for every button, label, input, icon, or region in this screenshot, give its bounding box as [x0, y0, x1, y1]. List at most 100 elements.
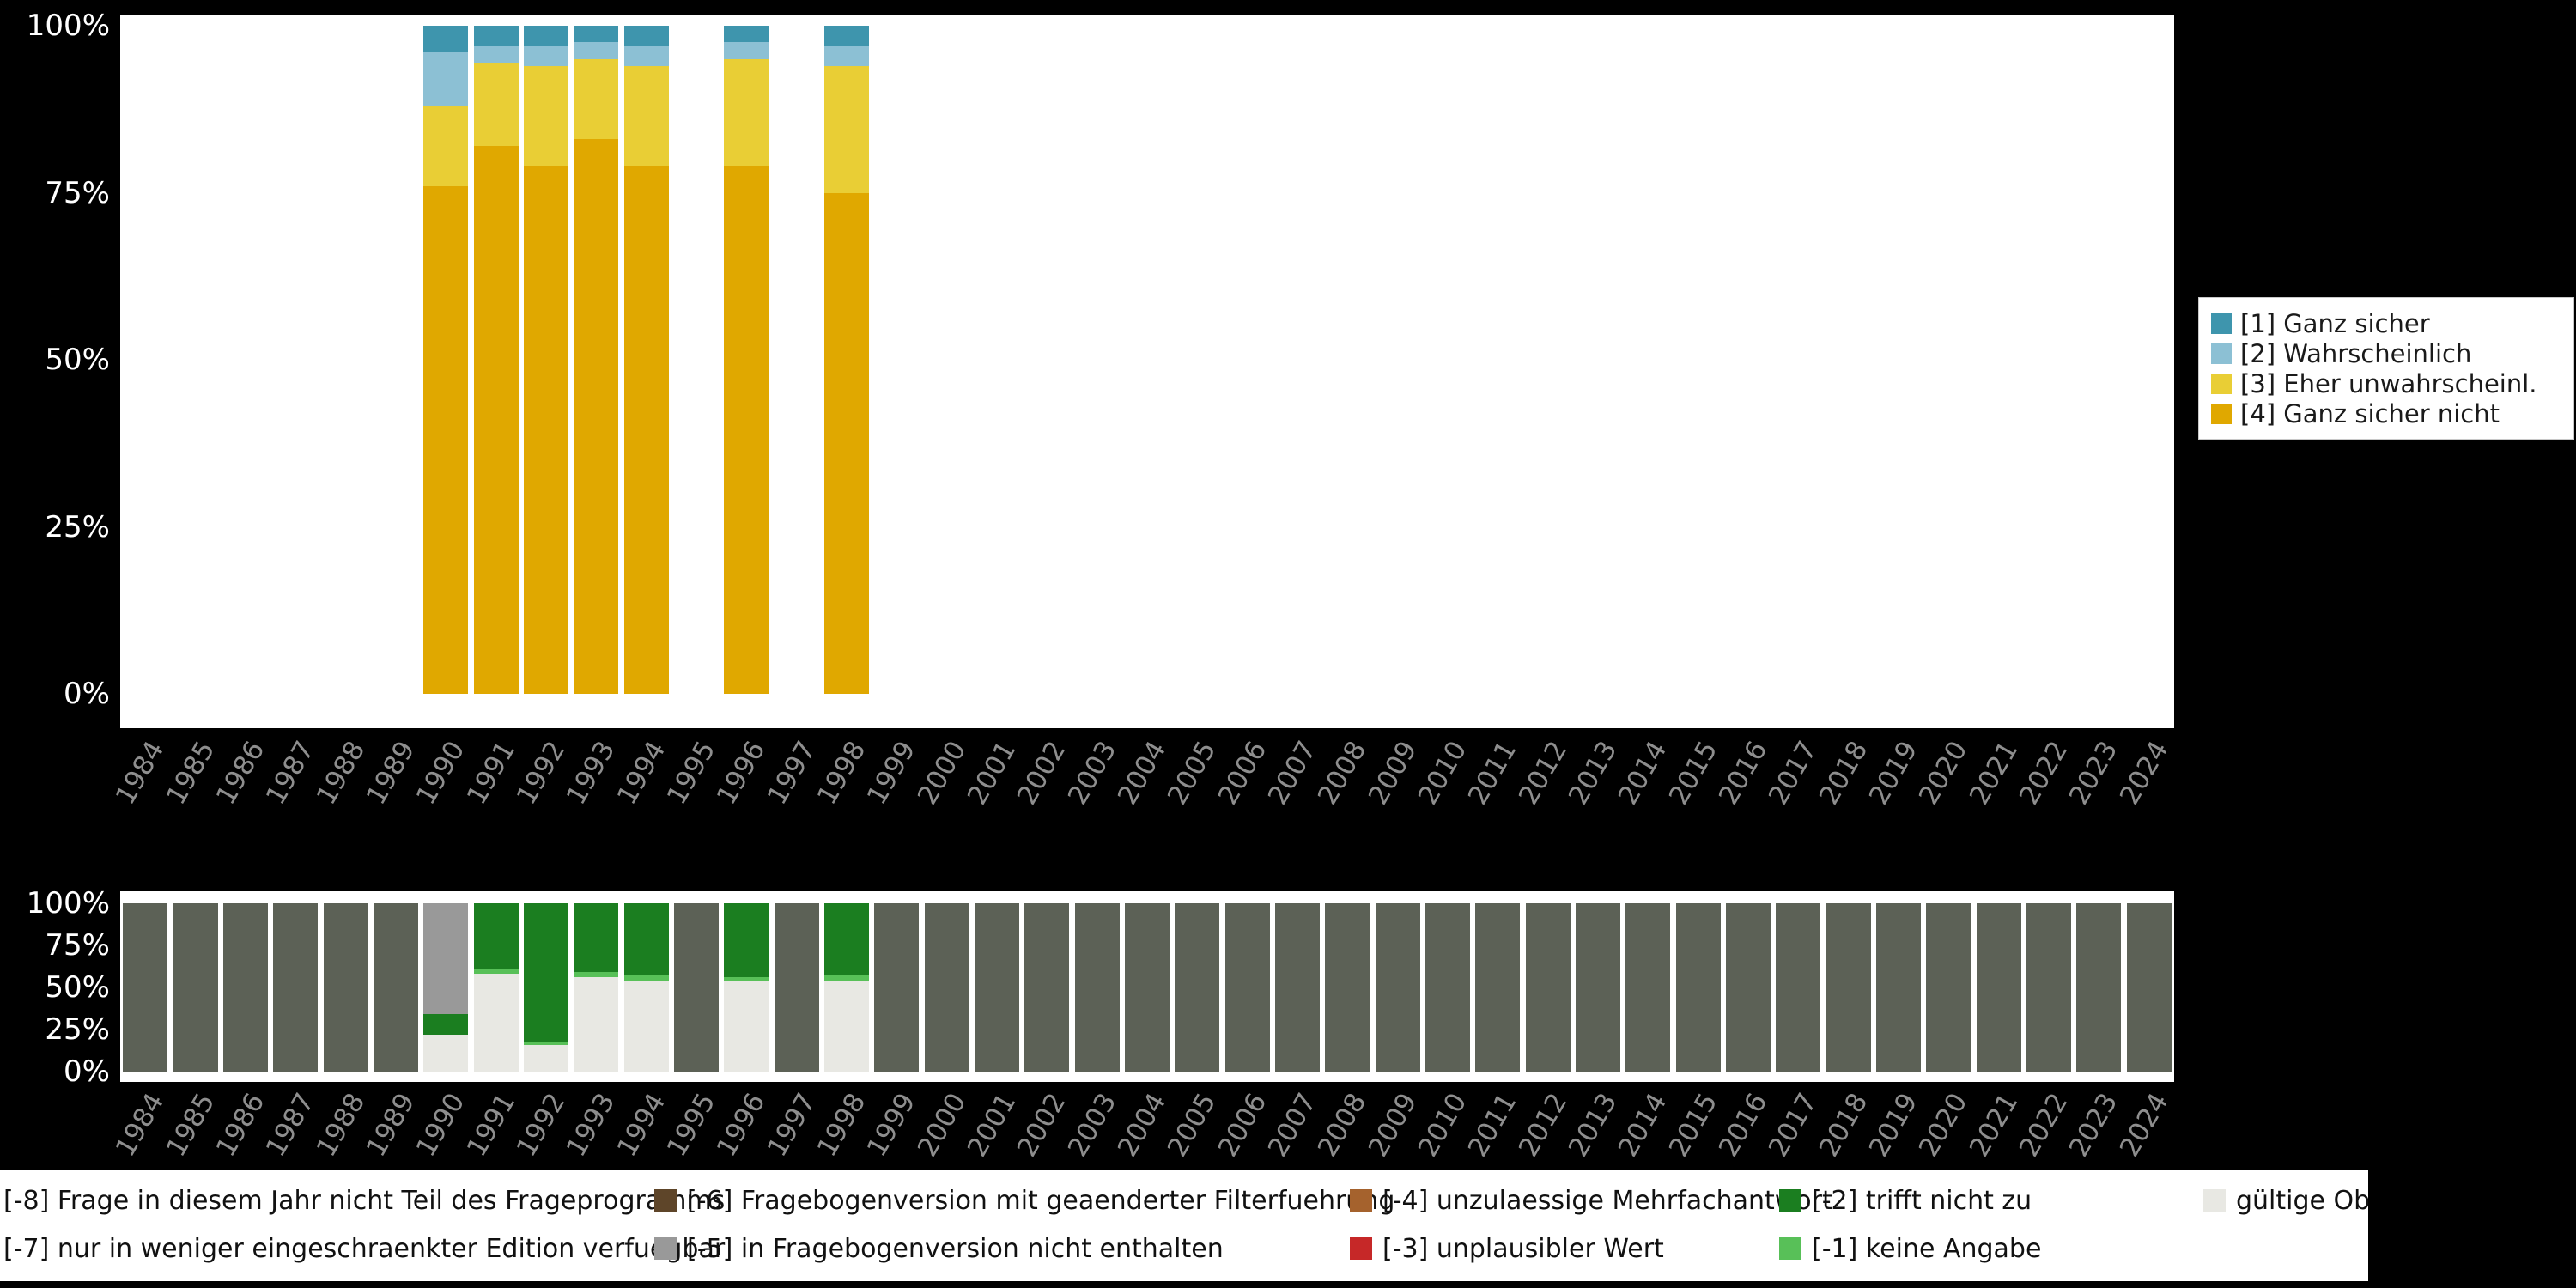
missing-codes-legend: [-8] Frage in diesem Jahr nicht Teil des…	[0, 1170, 2368, 1281]
bar-segment[interactable]	[523, 1041, 568, 1045]
bar-segment[interactable]	[1876, 903, 1922, 1072]
y-tick-label: 0%	[64, 1054, 110, 1089]
bar-segment[interactable]	[523, 166, 568, 694]
bar-segment[interactable]	[123, 903, 168, 1072]
bar-segment[interactable]	[774, 903, 819, 1072]
bar-segment[interactable]	[1726, 903, 1771, 1072]
bar-segment[interactable]	[423, 1014, 469, 1035]
bar-segment[interactable]	[523, 65, 568, 167]
bar-segment[interactable]	[473, 903, 519, 969]
bar-segment[interactable]	[1625, 903, 1671, 1072]
bar-segment[interactable]	[724, 26, 769, 43]
bar-segment[interactable]	[373, 903, 418, 1072]
bar-segment[interactable]	[523, 46, 568, 66]
legend-color-swatch	[2203, 1189, 2226, 1212]
bar-segment[interactable]	[423, 106, 469, 186]
bar-segment[interactable]	[823, 903, 869, 976]
bar-segment[interactable]	[323, 903, 368, 1072]
bar-segment[interactable]	[874, 903, 920, 1072]
bar-segment[interactable]	[1175, 903, 1220, 1072]
bar-segment[interactable]	[823, 975, 869, 981]
bar-segment[interactable]	[273, 903, 319, 1072]
legend-item: [1] Ganz sicher	[2211, 308, 2561, 338]
bar-segment[interactable]	[623, 166, 669, 694]
bar-segment[interactable]	[1525, 903, 1571, 1072]
bar-segment[interactable]	[823, 192, 869, 694]
bar-segment[interactable]	[173, 903, 218, 1072]
bar-segment[interactable]	[222, 903, 268, 1072]
bar-segment[interactable]	[423, 185, 469, 694]
bar-segment[interactable]	[1475, 903, 1521, 1072]
bar-segment[interactable]	[724, 903, 769, 978]
bar-segment[interactable]	[1926, 903, 1971, 1072]
bar-segment[interactable]	[473, 146, 519, 694]
bar-segment[interactable]	[423, 1034, 469, 1072]
bar-segment[interactable]	[574, 42, 619, 59]
legend-item: gültige Observationen	[2203, 1182, 2368, 1219]
bar-segment[interactable]	[1425, 903, 1471, 1072]
y-tick-label: 25%	[45, 1012, 110, 1047]
bar-segment[interactable]	[523, 26, 568, 46]
missings-chart-plot	[120, 891, 2174, 1082]
bar-segment[interactable]	[623, 26, 669, 46]
bar-segment[interactable]	[724, 58, 769, 167]
bar-segment[interactable]	[523, 1044, 568, 1072]
legend-item: [-7] nur in weniger eingeschraenkter Edi…	[0, 1230, 725, 1267]
bar-segment[interactable]	[823, 26, 869, 46]
bar-segment[interactable]	[473, 26, 519, 46]
bar-segment[interactable]	[523, 903, 568, 1042]
bar-segment[interactable]	[823, 981, 869, 1072]
bar-segment[interactable]	[1224, 903, 1270, 1072]
bar-segment[interactable]	[1375, 903, 1420, 1072]
bar-segment[interactable]	[574, 972, 619, 978]
bar-segment[interactable]	[1675, 903, 1721, 1072]
bar-segment[interactable]	[623, 46, 669, 66]
bar-segment[interactable]	[823, 46, 869, 66]
bar-segment[interactable]	[2076, 903, 2122, 1072]
bar-segment[interactable]	[473, 62, 519, 147]
bar-segment[interactable]	[1976, 903, 2021, 1072]
bar-segment[interactable]	[574, 58, 619, 140]
bar-segment[interactable]	[473, 46, 519, 63]
bar-segment[interactable]	[473, 974, 519, 1072]
legend-item-label: [-7] nur in weniger eingeschraenkter Edi…	[3, 1233, 726, 1264]
bar-segment[interactable]	[473, 969, 519, 975]
y-tick-label: 25%	[45, 509, 110, 544]
bar-segment[interactable]	[924, 903, 969, 1072]
bar-segment[interactable]	[724, 981, 769, 1072]
bar-segment[interactable]	[974, 903, 1019, 1072]
bar-segment[interactable]	[724, 166, 769, 694]
bar-segment[interactable]	[623, 65, 669, 167]
bar-segment[interactable]	[724, 42, 769, 59]
bar-segment[interactable]	[423, 52, 469, 106]
bar-segment[interactable]	[2126, 903, 2172, 1072]
bar-segment[interactable]	[423, 26, 469, 53]
bar-segment[interactable]	[623, 975, 669, 981]
bar-segment[interactable]	[2026, 903, 2072, 1072]
bar-segment[interactable]	[574, 903, 619, 973]
bar-segment[interactable]	[1576, 903, 1621, 1072]
bar-segment[interactable]	[1275, 903, 1321, 1072]
missings-chart-y-axis: 100% 75% 50% 25% 0%	[0, 889, 110, 1086]
bar-segment[interactable]	[1826, 903, 1871, 1072]
bar-segment[interactable]	[423, 903, 469, 1015]
y-tick-label: 75%	[45, 928, 110, 963]
bar-segment[interactable]	[1776, 903, 1821, 1072]
legend-item-label: [-3] unplausibler Wert	[1382, 1233, 1664, 1264]
legend-item: [-8] Frage in diesem Jahr nicht Teil des…	[0, 1182, 725, 1219]
legend-item-label: [-2] trifft nicht zu	[1812, 1185, 2032, 1216]
bar-segment[interactable]	[623, 981, 669, 1072]
bar-segment[interactable]	[623, 903, 669, 976]
bar-segment[interactable]	[574, 977, 619, 1072]
bar-segment[interactable]	[1024, 903, 1070, 1072]
bar-segment[interactable]	[724, 977, 769, 981]
bar-segment[interactable]	[1074, 903, 1120, 1072]
legend-item-label: [2] Wahrscheinlich	[2240, 338, 2472, 368]
bar-segment[interactable]	[823, 65, 869, 193]
legend-color-swatch	[1350, 1189, 1372, 1212]
bar-segment[interactable]	[673, 903, 719, 1072]
bar-segment[interactable]	[1125, 903, 1170, 1072]
bar-segment[interactable]	[574, 139, 619, 694]
bar-segment[interactable]	[1325, 903, 1370, 1072]
bar-segment[interactable]	[574, 26, 619, 43]
